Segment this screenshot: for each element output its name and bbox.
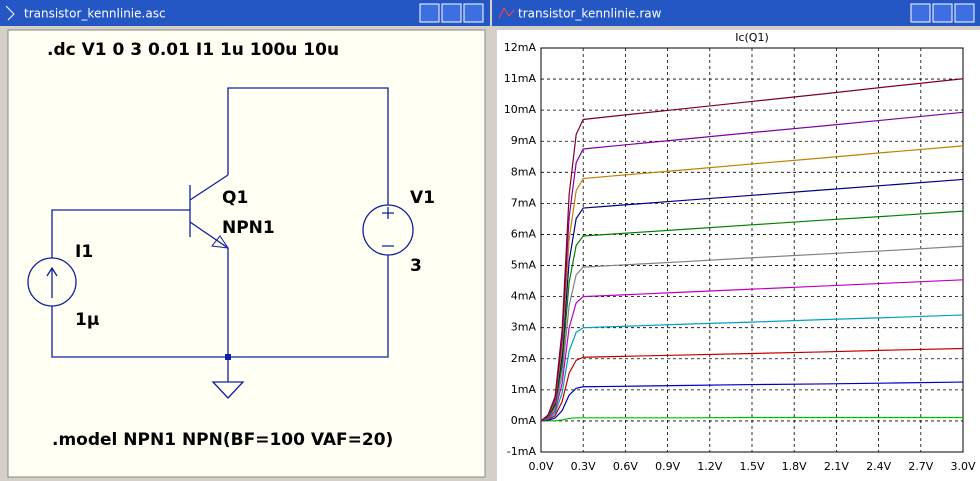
spice-directive: .dc V1 0 3 0.01 I1 1u 100u 10u [47,40,339,60]
component-name: V1 [410,188,435,208]
y-tick-label: 8mA [511,165,537,178]
schematic-canvas [7,29,486,478]
x-tick-label: 3.0V [950,460,975,473]
component-value: NPN1 [222,218,275,238]
y-tick-label: 0mA [511,414,537,427]
chart: Ic(Q1) -1mA 0mA 1mA 2mA 3mA 4mA 5mA 6mA 7mA 8mA 9mA… [504,31,976,473]
x-tick-label: 2.7V [908,460,933,473]
y-tick-label: 1mA [511,383,537,396]
component-name: Q1 [222,188,248,208]
circuit [27,87,414,399]
y-tick-label: 4mA [511,290,537,303]
y-tick-label: -1mA [507,445,537,458]
model-directive: .model NPN1 NPN(BF=100 VAF=20) [52,430,393,450]
x-tick-label: 0.9V [655,460,680,473]
y-tick-label: 10mA [504,103,537,116]
trace [540,145,964,422]
x-tick-label: 0.6V [613,460,638,473]
x-tick-label: 0.3V [571,460,596,473]
maximize-button[interactable] [441,3,462,23]
chart-title: Ic(Q1) [735,31,769,44]
x-tick-label: 2.1V [824,460,849,473]
trace [541,416,963,422]
y-tick-label: 7mA [511,196,537,209]
trace [540,78,964,422]
trace [540,210,964,422]
trace [540,314,964,422]
window-buttons[interactable] [419,3,484,23]
plot-frame [540,47,964,453]
title-bar [492,0,980,26]
window-buttons[interactable] [910,3,975,23]
y-tick-label: 6mA [511,227,537,240]
trace [540,279,964,422]
y-tick-label: 2mA [511,352,537,365]
plot-pane [497,30,980,481]
maximize-button[interactable] [932,3,953,23]
title-bar [0,0,490,26]
y-tick-label: 5mA [511,259,537,272]
app-icon [498,6,515,19]
window-title: transistor_kennlinie.asc [24,7,166,21]
trace [540,111,964,422]
window-title: transistor_kennlinie.raw [518,7,662,21]
trace [540,381,964,422]
trace [540,245,964,422]
trace [540,178,964,422]
y-tick-label: 12mA [504,41,537,54]
x-tick-label: 1.2V [697,460,722,473]
y-tick-label: 9mA [511,134,537,147]
component-value: 1µ [75,310,99,330]
minimize-button[interactable] [419,3,440,23]
x-tick-label: 1.5V [739,460,764,473]
close-button[interactable] [463,3,484,23]
close-button[interactable] [954,3,975,23]
minimize-button[interactable] [910,3,931,23]
component-value: 3 [410,256,422,276]
x-tick-label: 0.0V [528,460,553,473]
y-tick-label: 11mA [504,72,537,85]
trace [540,347,964,422]
x-tick-label: 2.4V [866,460,891,473]
x-tick-label: 1.8V [782,460,807,473]
app-icon [5,5,15,21]
component-name: I1 [75,242,93,262]
y-tick-label: 3mA [511,321,537,334]
